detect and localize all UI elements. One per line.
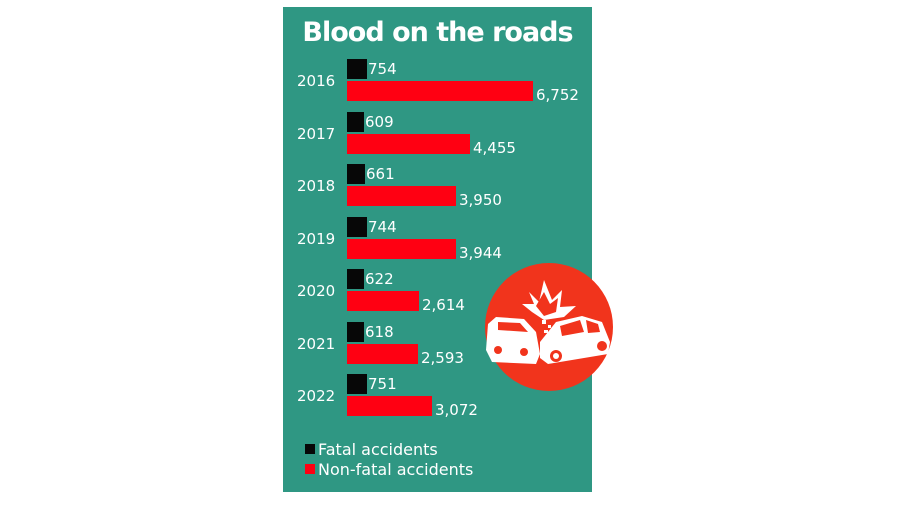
nonfatal-value-label: 6,752: [536, 86, 579, 104]
bar-row-2018: 2018 661 3,950: [283, 164, 592, 212]
fatal-bar: [347, 269, 364, 289]
legend-label-nonfatal: Non-fatal accidents: [318, 459, 474, 479]
year-label: 2020: [297, 282, 336, 300]
fatal-value-label: 609: [365, 112, 394, 131]
chart-title: Blood on the roads: [302, 17, 573, 48]
year-label: 2018: [297, 177, 336, 195]
infographic-panel: Blood on the roads 2016 754 6,752 2017 609 4,…: [283, 7, 592, 492]
car-crash-icon: [485, 263, 613, 391]
nonfatal-value-label: 4,455: [473, 138, 516, 157]
nonfatal-bar: [347, 186, 456, 206]
bar-row-2020: 2020 622 2,614: [283, 269, 592, 317]
bar-row-2017: 2017 609 4,455: [283, 111, 592, 160]
year-label: 2016: [297, 72, 336, 90]
nonfatal-bar: [347, 81, 533, 101]
nonfatal-value-label: 3,944: [459, 243, 502, 262]
legend-swatch-fatal: [305, 444, 315, 454]
bar-row-2019: 2019 744 3,944: [283, 216, 592, 265]
nonfatal-value-label: 3,072: [435, 401, 478, 419]
legend-label-fatal: Fatal accidents: [318, 439, 438, 459]
fatal-value-label: 751: [368, 375, 397, 393]
fatal-value-label: 618: [365, 322, 394, 341]
legend: Fatal accidents Non-fatal accidents: [305, 439, 473, 479]
legend-item-nonfatal: Non-fatal accidents: [305, 459, 473, 479]
legend-item-fatal: Fatal accidents: [305, 439, 473, 459]
fatal-value-label: 754: [368, 60, 397, 78]
bar-row-2022: 2022 751 3,072: [283, 374, 592, 422]
year-label: 2022: [297, 387, 336, 405]
fatal-bar: [347, 374, 367, 394]
fatal-bar: [347, 216, 367, 237]
nonfatal-bar: [347, 291, 419, 311]
fatal-bar: [347, 321, 364, 342]
bar-row-2016: 2016 754 6,752: [283, 59, 592, 107]
fatal-value-label: 622: [365, 270, 394, 288]
nonfatal-value-label: 3,950: [459, 191, 502, 209]
nonfatal-bar: [347, 343, 418, 364]
fatal-bar: [347, 164, 365, 184]
fatal-bar: [347, 111, 364, 132]
nonfatal-value-label: 2,614: [422, 296, 465, 314]
fatal-value-label: 661: [366, 165, 395, 183]
nonfatal-bar: [347, 133, 470, 154]
year-label: 2021: [297, 334, 336, 353]
fatal-value-label: 744: [368, 217, 397, 236]
nonfatal-value-label: 2,593: [421, 348, 464, 367]
fatal-bar: [347, 59, 367, 79]
legend-swatch-nonfatal: [305, 464, 315, 474]
year-label: 2017: [297, 124, 336, 143]
nonfatal-bar: [347, 396, 432, 416]
bar-row-2021: 2021 618 2,593: [283, 321, 592, 370]
year-label: 2019: [297, 229, 336, 248]
nonfatal-bar: [347, 238, 456, 259]
